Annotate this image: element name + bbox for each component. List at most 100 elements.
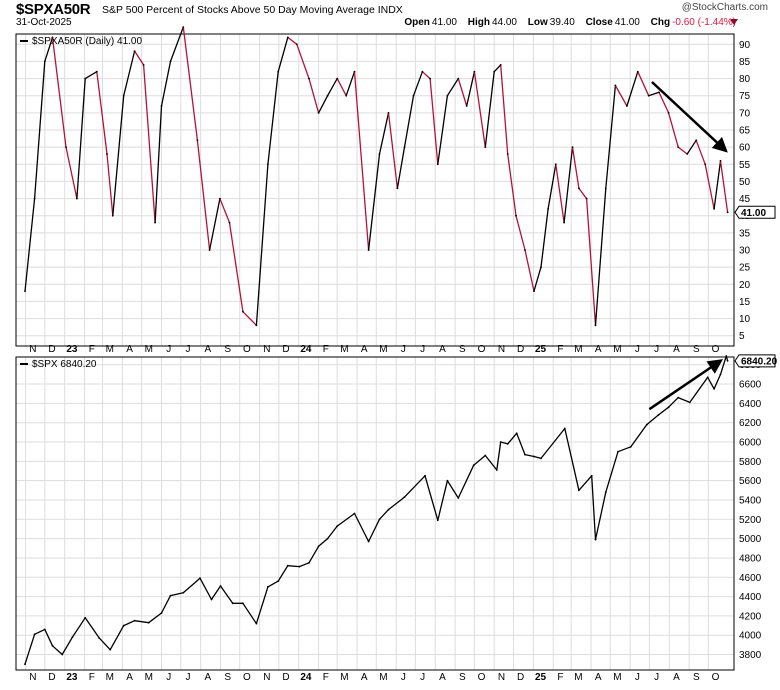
data-point — [33, 633, 36, 636]
high-label: High — [467, 17, 490, 28]
data-point — [493, 70, 496, 73]
y-tick-label: 85 — [739, 57, 751, 68]
series-segment — [677, 396, 691, 404]
data-point — [317, 112, 320, 114]
data-point — [210, 598, 213, 601]
data-point — [563, 427, 566, 430]
x-tick-label: J — [635, 344, 640, 355]
data-point — [367, 540, 370, 543]
data-point — [424, 474, 426, 477]
data-point — [199, 577, 201, 580]
x-tick-label: F — [323, 344, 329, 355]
series-segment — [96, 71, 108, 155]
data-point — [169, 594, 172, 597]
series-segment — [403, 95, 415, 148]
x-tick-label: M — [379, 344, 387, 355]
last-value-tag — [734, 205, 776, 219]
data-point — [499, 64, 502, 66]
series-segment — [555, 163, 565, 224]
y-tick-label: 35 — [739, 228, 751, 239]
data-point — [473, 70, 476, 73]
series-segment — [228, 221, 244, 313]
data-point — [688, 401, 691, 404]
series-segment — [437, 95, 449, 165]
data-point — [76, 197, 78, 200]
series-segment — [65, 146, 78, 200]
series-segment — [648, 91, 660, 97]
series-segment — [516, 432, 526, 456]
series-segment — [630, 423, 648, 448]
x-tick-label: O — [478, 672, 486, 683]
series-segment — [308, 545, 320, 564]
series-segment — [507, 153, 517, 217]
x-tick-label: J — [166, 344, 171, 355]
x-tick-label: N — [498, 344, 505, 355]
series-segment — [287, 36, 298, 45]
stockcharts-logo[interactable]: @StockCharts.com — [681, 2, 768, 13]
x-tick-label: F — [557, 344, 563, 355]
data-point — [719, 160, 722, 162]
data-point — [133, 619, 136, 622]
series-segment — [457, 77, 468, 107]
y-tick-label: 80 — [739, 74, 751, 85]
series-segment — [61, 636, 74, 656]
data-point — [242, 310, 244, 313]
series-segment — [199, 577, 213, 601]
data-point — [142, 64, 145, 66]
x-tick-label: O — [712, 672, 720, 683]
x-tick-label: A — [439, 344, 446, 355]
series-segment — [336, 77, 347, 97]
series-segment — [336, 512, 356, 527]
data-point — [336, 525, 339, 527]
series-segment — [719, 160, 729, 213]
x-tick-label: A — [361, 672, 368, 683]
series-segment — [446, 480, 459, 499]
x-tick-label: N — [29, 672, 36, 683]
series-segment — [317, 95, 329, 114]
data-point — [387, 508, 390, 511]
x-tick-label: O — [712, 344, 720, 355]
y-tick-label: 5 — [739, 331, 745, 342]
series-segment — [387, 112, 399, 189]
data-point — [706, 376, 709, 379]
panel-frame — [15, 33, 735, 347]
y-tick-label: 4400 — [739, 592, 762, 603]
series-segment — [326, 77, 338, 97]
y-tick-label: 6000 — [739, 438, 762, 449]
x-tick-label: M — [145, 672, 153, 683]
x-tick-label: A — [361, 344, 368, 355]
x-tick-label: S — [459, 344, 466, 355]
data-point — [472, 464, 475, 467]
series-segment — [148, 612, 163, 624]
symbol-description: S&P 500 Percent of Stocks Above 50 Day M… — [102, 4, 403, 16]
panel-frame — [15, 356, 735, 671]
series-segment — [219, 585, 234, 604]
series-segment — [677, 146, 688, 155]
series-segment — [133, 620, 150, 624]
data-point — [403, 146, 406, 149]
data-point — [499, 441, 502, 443]
x-tick-label: D — [517, 344, 524, 355]
y-tick-label: 70 — [739, 108, 751, 119]
series-segment — [667, 112, 679, 148]
data-point — [255, 324, 258, 327]
series-segment — [378, 112, 390, 155]
series-segment — [421, 71, 431, 80]
x-tick-label: M — [145, 344, 153, 355]
data-point — [182, 591, 185, 594]
data-point — [387, 112, 390, 114]
series-segment — [585, 197, 597, 327]
y-tick-label: 6400 — [739, 399, 762, 410]
data-point — [353, 512, 356, 515]
y-tick-label: 4000 — [739, 631, 762, 642]
data-point — [109, 648, 112, 651]
y-tick-label: 5600 — [739, 476, 762, 487]
series-segment — [378, 508, 390, 520]
series-segment — [533, 266, 542, 292]
data-point — [524, 453, 526, 456]
x-tick-label: N — [263, 344, 270, 355]
y-tick-label: 25 — [739, 263, 751, 274]
data-point — [160, 105, 163, 107]
data-point — [219, 197, 221, 200]
